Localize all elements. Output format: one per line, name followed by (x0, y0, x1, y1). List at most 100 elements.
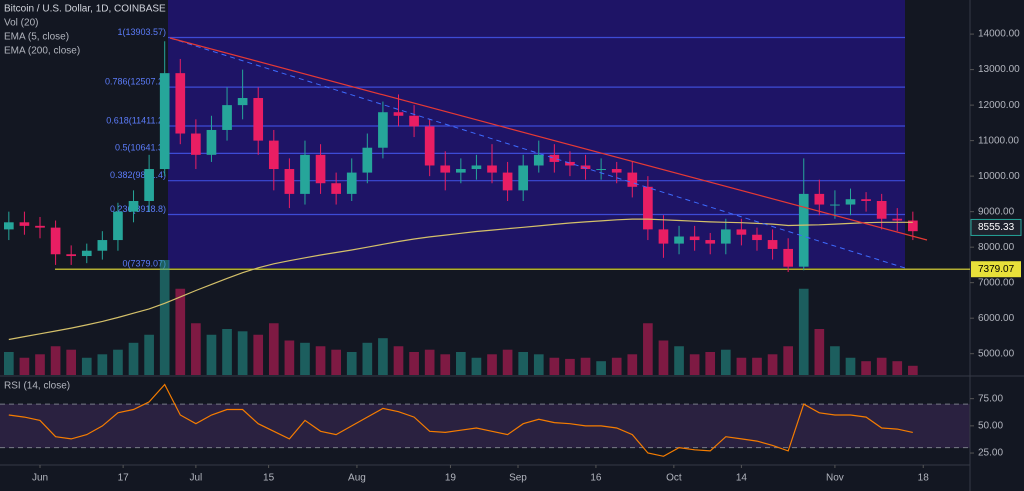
volume-bar (66, 349, 77, 375)
candle-body (845, 199, 856, 205)
volume-bar (424, 349, 435, 375)
indicator-label: EMA (5, close) (4, 32, 69, 43)
volume-bar (798, 288, 809, 375)
x-tick-label: Jun (32, 473, 48, 484)
x-tick-label: Jul (189, 473, 202, 484)
y-tick-label: 6000.00 (978, 313, 1015, 324)
x-tick-label: 17 (118, 473, 130, 484)
volume-bar (533, 354, 544, 375)
volume-bar (237, 331, 248, 375)
volume-layer (4, 260, 918, 375)
candle-body (689, 236, 700, 241)
volume-bar (861, 361, 871, 375)
candle-body (253, 98, 264, 141)
volume-bar (393, 346, 404, 375)
candle-body (518, 165, 529, 191)
candle-body (658, 229, 669, 244)
volume-bar (253, 334, 264, 375)
fib-label: 0.382(9871.4) (110, 170, 166, 180)
volume-bar (378, 338, 388, 375)
candle-body (830, 204, 840, 206)
volume-bar (736, 357, 747, 375)
rsi-tick-label: 50.00 (978, 420, 1003, 431)
last-price-box (970, 218, 1022, 236)
fib-zero-box (971, 261, 1021, 278)
candle-body (268, 140, 279, 170)
candle-body (97, 240, 108, 251)
x-tick-label: Nov (826, 473, 844, 484)
candle-body (456, 169, 466, 173)
candle-body (440, 165, 451, 173)
volume-bar (35, 354, 45, 375)
x-tick-label: Sep (509, 473, 527, 484)
volume-bar (191, 323, 201, 375)
candle-body (580, 165, 591, 170)
candle-body (378, 112, 388, 148)
candle-body (66, 254, 77, 257)
candle-body (861, 199, 871, 201)
x-tick-label: Aug (348, 473, 366, 484)
candle-body (736, 229, 747, 235)
fib-label: 1(13903.57) (117, 27, 166, 37)
fib-zero-label: 7379.07 (978, 264, 1015, 275)
volume-bar (50, 346, 61, 375)
y-tick-label: 7000.00 (978, 277, 1015, 288)
volume-bar (658, 340, 669, 375)
candle-body (876, 200, 887, 219)
candle-body (783, 248, 793, 267)
fib-area (168, 0, 905, 268)
volume-bar (580, 357, 591, 375)
candle-body (315, 154, 326, 184)
volume-bar (456, 352, 466, 375)
rsi-tick-label: 25.00 (978, 448, 1003, 459)
candle-body (113, 211, 123, 241)
candle-body (674, 236, 684, 244)
y-tick-label: 5000.00 (978, 348, 1015, 359)
candle-body (237, 98, 248, 106)
price-layer (4, 41, 918, 341)
candle-body (892, 218, 903, 221)
volume-bar (222, 329, 232, 375)
candle-body (284, 169, 295, 194)
rsi-tick-label: 75.00 (978, 393, 1003, 404)
fib-label: 0.618(11411.2) (106, 115, 166, 125)
y-tick-label: 11000.00 (978, 135, 1019, 146)
y-tick-label: 12000.00 (978, 100, 1020, 111)
trend-line (169, 37, 928, 241)
volume-bar (81, 357, 92, 375)
volume-bar (113, 349, 123, 375)
volume-bar (845, 357, 856, 375)
volume-bar (611, 357, 622, 375)
fib-label: 0.786(12507.2) (105, 76, 166, 86)
rsi-line (8, 383, 913, 457)
volume-bar (908, 365, 918, 375)
volume-bar (643, 323, 653, 375)
volume-bar (128, 342, 139, 375)
candle-body (331, 183, 341, 194)
y-tick-label: 10000.00 (978, 171, 1020, 182)
candle-body (720, 229, 731, 244)
volume-bar (97, 354, 108, 375)
axis-layer: 5000.00 6000.00 7000.00 8000.00 9000.00 10000… (32, 29, 1022, 484)
chart-title: Bitcoin / U.S. Dollar, 1D, COINBASE (4, 4, 166, 15)
candle-body (81, 250, 92, 257)
candle-body (144, 169, 154, 201)
candle-body (767, 240, 778, 249)
volume-bar (565, 358, 575, 375)
candle-body (191, 133, 201, 155)
candle-body (175, 73, 186, 134)
candle-body (565, 161, 575, 166)
volume-bar (159, 260, 170, 375)
fib-label: 0.5(10641.3) (115, 143, 166, 153)
candle-body (362, 147, 373, 173)
volume-bar (300, 342, 310, 375)
candle-body (643, 186, 653, 230)
volume-bar (19, 357, 30, 375)
candle-body (596, 169, 606, 171)
x-tick-label: 14 (736, 473, 748, 484)
volume-bar (268, 323, 279, 375)
rsi-band (0, 404, 970, 448)
volume-bar (720, 349, 731, 375)
